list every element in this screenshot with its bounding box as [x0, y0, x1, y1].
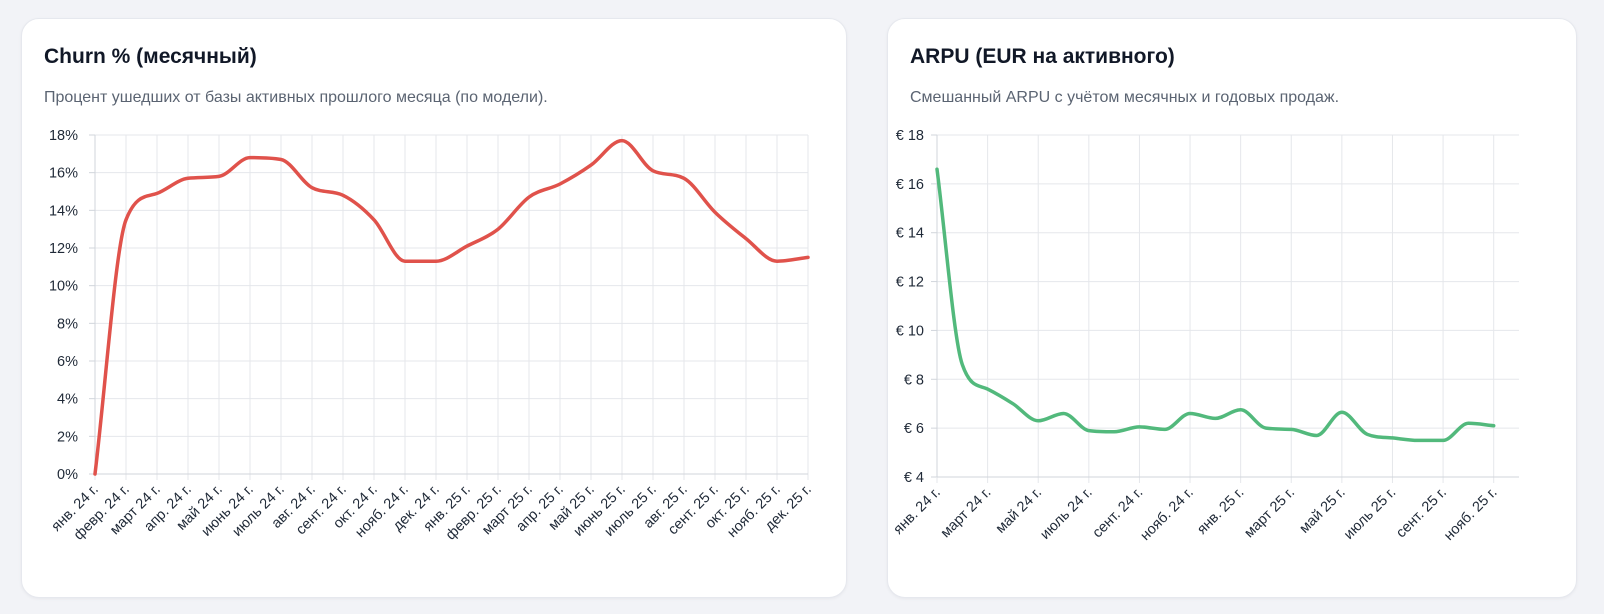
- x-tick-label: май 25 г.: [1296, 485, 1348, 537]
- churn-chart-subtitle: Процент ушедших от базы активных прошлог…: [44, 89, 548, 106]
- y-tick-label: € 14: [896, 226, 924, 242]
- x-tick-label: июль 24 г.: [1037, 485, 1095, 543]
- y-tick-label: 2%: [57, 429, 78, 445]
- arpu-chart-subtitle: Смешанный ARPU с учётом месячных и годов…: [910, 89, 1340, 106]
- gridlines: [89, 134, 809, 480]
- x-tick-label: март 25 г.: [1241, 485, 1298, 542]
- y-tick-label: 4%: [57, 392, 78, 408]
- x-tick-label: июль 25 г.: [1341, 485, 1399, 543]
- y-tick-label: € 18: [896, 128, 924, 144]
- x-tick-label: нояб. 25 г.: [1441, 485, 1500, 544]
- x-tick-label: янв. 25 г.: [1194, 485, 1247, 538]
- y-tick-label: 10%: [49, 279, 78, 295]
- y-tick-label: 18%: [49, 128, 78, 144]
- y-tick-label: 12%: [49, 241, 78, 257]
- x-tick-label: нояб. 24 г.: [1137, 485, 1196, 544]
- churn-chart-title: Churn % (месячный): [44, 45, 257, 68]
- series-line-0: [93, 138, 810, 476]
- y-tick-label: € 16: [896, 177, 924, 193]
- gridlines: [931, 134, 1519, 483]
- y-tick-label: € 8: [904, 372, 924, 388]
- series-line-0: [935, 167, 1496, 443]
- y-tick-label: € 12: [896, 275, 924, 291]
- churn-card: Churn % (месячный) Процент ушедших от ба…: [21, 18, 847, 598]
- arpu-chart-title: ARPU (EUR на активного): [910, 45, 1175, 68]
- y-tick-label: 6%: [57, 354, 78, 370]
- x-tick-label: март 24 г.: [938, 485, 995, 542]
- x-tick-label: янв. 24 г.: [891, 485, 944, 538]
- x-tick-label: май 24 г.: [993, 485, 1045, 537]
- y-tick-label: 8%: [57, 316, 78, 332]
- y-tick-label: 0%: [57, 467, 78, 483]
- churn-line-chart: 0%2%4%6%8%10%12%14%16%18%янв. 24 г.февр.…: [49, 128, 815, 543]
- y-tick-label: € 10: [896, 323, 924, 339]
- y-tick-label: 14%: [49, 203, 78, 219]
- y-tick-label: € 4: [904, 470, 924, 486]
- y-tick-label: € 6: [904, 421, 924, 437]
- arpu-card: ARPU (EUR на активного) Смешанный ARPU с…: [887, 18, 1577, 598]
- y-tick-label: 16%: [49, 166, 78, 182]
